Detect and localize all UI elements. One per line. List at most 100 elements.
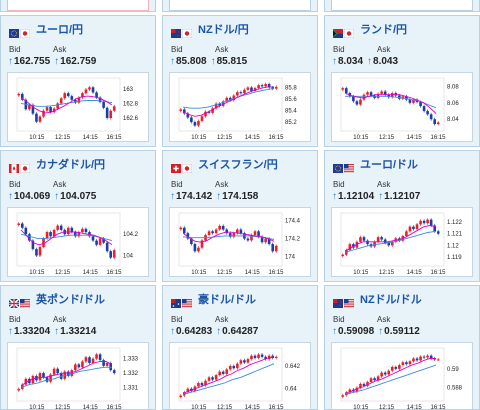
price-chart: 85.8 85.6 85.4 85.2 10:15 12:15 14:15 16:15 [178,77,297,141]
candle-body [341,88,345,90]
candle-body [362,94,366,100]
candle-body [17,93,21,96]
x-tick-label: 16:15 [107,270,123,276]
eu-flag-icon [332,160,344,173]
candle-body [70,96,74,100]
card-header[interactable]: カナダドル/円 [8,157,106,173]
gb-flag-icon [8,295,20,309]
currency-pair-link[interactable]: ランド/円 [360,24,408,36]
candle-body [359,237,362,242]
bid-ask-values: ↑0.64283 ↑0.64287 [170,326,262,337]
rate-card[interactable]: NZドル/ドル Bid Ask ↑0.59098 ↑0.59112 0.59 0.588 10… [324,285,480,410]
rate-card[interactable]: ユーロ/円 Bid Ask ↑162.755 ↑162.759 163 162.8 162.6… [0,15,156,147]
up-arrow-icon: ↑ [170,56,175,67]
bid-label: Bid [333,45,345,54]
chart-panel[interactable]: 1.333 1.332 1.331 10:15 12:15 14:15 16:15 [7,342,149,410]
candle-body [405,96,408,100]
currency-pair-link[interactable]: NZドル/ドル [360,294,422,306]
chart-panel[interactable]: 0.642 0.64 10:15 12:15 14:15 16:15 [169,342,311,409]
candle-body [257,354,260,358]
candle-body [28,234,31,241]
candle-body [243,89,246,94]
candle-body [183,109,186,114]
chart-panel[interactable]: 1.122 1.121 1.12 1.119 10:15 12:15 14:15 16:15 [331,207,473,277]
chart-panel[interactable]: 85.8 85.6 85.4 85.2 10:15 12:15 14:15 16:15 [169,72,311,142]
candle-body [42,373,45,378]
candle-body [433,225,436,232]
candle-body [183,227,186,234]
candle-body [200,116,204,121]
candle-body [102,360,105,366]
bid-value: 85.808 [176,56,207,67]
candle-body [426,111,429,115]
candle-body [214,375,218,380]
price-chart: 163 162.8 162.6 10:15 12:15 14:15 16:15 [16,77,139,141]
candle-body [380,372,383,377]
candle-body [387,94,391,98]
card-header[interactable]: ランド/円 [332,22,408,38]
candle-body [109,251,112,258]
card-header[interactable]: NZドル/ドル [332,292,422,308]
card-header[interactable]: 豪ドル/ドル [170,292,257,308]
rate-card[interactable]: ユーロ/ドル Bid Ask ↑1.12104 ↑1.12107 1.122 1.121 1.… [324,150,480,282]
x-tick-label: 16:15 [269,135,285,141]
currency-pair-link[interactable]: ユーロ/ドル [360,159,419,171]
candle-body [95,354,98,359]
us-flag-icon [343,160,355,173]
rate-card[interactable]: 英ポンド/ドル Bid Ask ↑1.33204 ↑1.33214 1.333 1.332 1… [0,285,156,410]
card-header[interactable]: スイスフラン/円 [170,157,278,173]
x-tick-label: 16:15 [107,405,123,410]
currency-pair-link[interactable]: 英ポンド/ドル [36,294,106,306]
x-tick-label: 14:15 [407,135,423,141]
candle-body [359,383,362,388]
candle-body [415,358,419,361]
card-header[interactable]: 英ポンド/ドル [8,292,106,309]
currency-pair-link[interactable]: NZドル/円 [198,24,249,36]
candle-body [366,382,369,386]
x-tick-label: 12:15 [379,405,395,410]
currency-pair-link[interactable]: ユーロ/円 [36,24,84,36]
chart-panel[interactable]: 163 162.8 162.6 10:15 12:15 14:15 16:15 [7,72,149,142]
candle-body [412,358,415,362]
eu-flag-icon [8,25,20,38]
rate-card[interactable]: NZドル/円 Bid Ask ↑85.808 ↑85.815 85.8 85.6 85.4 85… [162,15,318,147]
currency-pair-link[interactable]: スイスフラン/円 [198,159,278,171]
candle-body [405,231,408,236]
chart-panel[interactable]: 0.59 0.588 10:15 12:15 14:15 16:15 [331,342,473,410]
candle-body [179,109,183,111]
chart-panel[interactable]: 8.08 8.06 8.04 10:15 12:15 14:15 16:15 [331,72,473,142]
candle-body [218,371,221,376]
card-header[interactable]: ユーロ/円 [8,22,84,38]
candle-body [246,87,250,90]
price-chart: 1.122 1.121 1.12 1.119 10:15 12:15 14:15 16:15 [340,212,463,276]
candle-body [28,104,31,110]
rate-card[interactable]: ランド/円 Bid Ask ↑8.034 ↑8.043 8.08 8.06 8.04 10:15… [324,15,480,147]
up-arrow-icon: ↑ [378,191,384,202]
candle-body [271,87,274,89]
ask-label: Ask [53,315,67,324]
card-header[interactable]: ユーロ/ドル [332,157,419,173]
bid-ask-labels: Bid Ask [9,315,97,324]
rate-card[interactable]: カナダドル/円 Bid Ask ↑104.069 ↑104.075 104.2 104 10:… [0,150,156,282]
candle-body [190,238,193,245]
y-tick-label: 1.121 [447,232,463,238]
candle-body [74,364,77,371]
candle-body [204,111,207,117]
currency-pair-link[interactable]: カナダドル/円 [36,159,106,171]
candle-body [52,108,56,113]
chart-panel[interactable]: 174.4 174.2 174 10:15 12:15 14:15 16:15 [169,207,311,277]
candle-body [56,103,59,109]
chart-panel[interactable]: 104.2 104 10:15 12:15 14:15 16:15 [7,207,149,277]
card-header[interactable]: NZドル/円 [170,22,249,38]
currency-pair-link[interactable]: 豪ドル/ドル [198,294,257,306]
candle-body [77,97,81,103]
ask-label: Ask [215,315,229,324]
candle-body [390,366,394,371]
rate-card[interactable]: スイスフラン/円 Bid Ask ↑174.142 ↑174.158 174.4 174.2… [162,150,318,282]
candle-body [49,374,52,382]
up-arrow-icon: ↑ [332,191,337,202]
rate-card[interactable]: 豪ドル/ドル Bid Ask ↑0.64283 ↑0.64287 0.642 0.64 10:… [162,285,318,410]
candle-body [228,233,232,237]
candle-body [267,84,271,88]
candle-body [422,106,426,112]
